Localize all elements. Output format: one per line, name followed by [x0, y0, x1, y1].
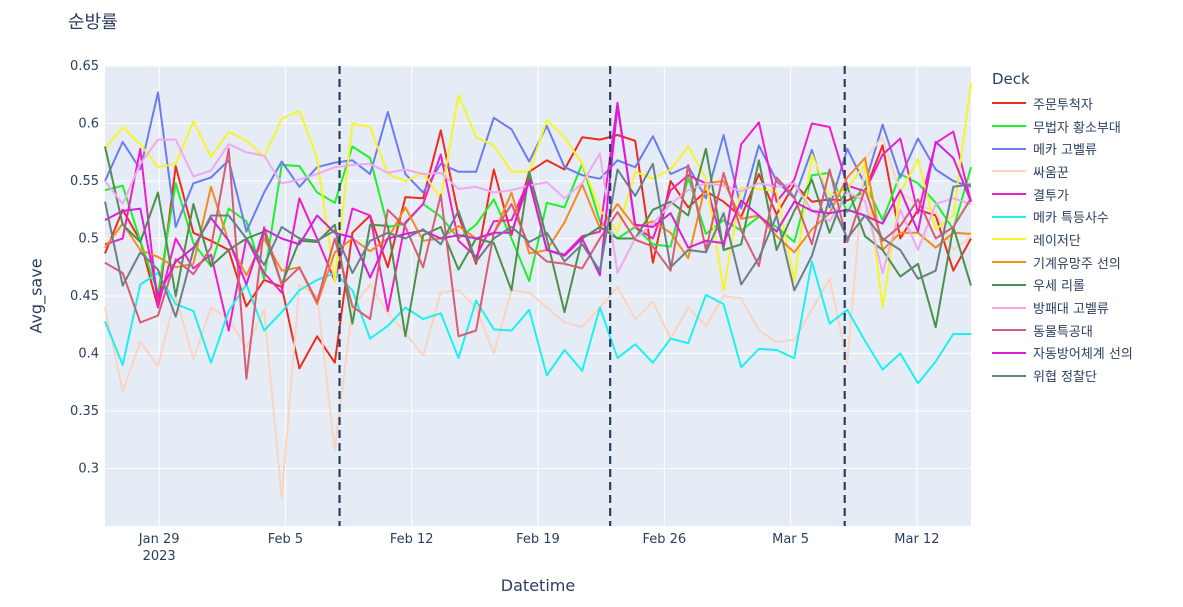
legend-swatch: [992, 170, 1026, 173]
legend-label: 레이저단: [1033, 233, 1081, 249]
y-tick-label: 0.3: [78, 462, 99, 477]
legend-label: 우세 리롤: [1033, 279, 1085, 295]
legend-item[interactable]: 메카 특등사수: [992, 205, 1133, 228]
legend-swatch: [992, 215, 1026, 218]
series-line: [104, 136, 972, 499]
y-tick-label: 0.4: [78, 347, 99, 362]
x-tick-label: Feb 26: [642, 532, 686, 547]
legend-swatch: [992, 102, 1026, 105]
grid-lines: [105, 65, 971, 526]
x-tick-label: Feb 12: [390, 532, 434, 547]
legend-swatch: [992, 238, 1026, 241]
series-line: [104, 146, 972, 338]
legend-swatch: [992, 125, 1026, 128]
legend-label: 자동방어체계 선의: [1033, 347, 1133, 363]
axis-ticks: 0.3 0.35 0.4 0.45 0.5 0.55 0.6 0.65 Jan 29 2023 Fe…: [70, 59, 939, 564]
y-tick-label: 0.45: [70, 289, 99, 304]
series-line: [104, 145, 972, 295]
legend-swatch: [992, 261, 1026, 264]
x-tick-label: Feb 19: [516, 532, 560, 547]
legend-title: Deck: [992, 70, 1030, 88]
chart-title: 순방률: [68, 12, 118, 33]
series-line: [104, 260, 971, 385]
legend-item[interactable]: 동물특공대: [992, 319, 1133, 342]
y-tick-label: 0.55: [70, 174, 99, 189]
legend-item[interactable]: 레이저단: [992, 228, 1133, 251]
x-tick-label: Jan 29: [138, 532, 180, 547]
legend-label: 메카 특등사수: [1033, 211, 1109, 227]
x-tick-label: Mar 12: [894, 532, 939, 547]
legend-label: 방패대 고벨류: [1033, 302, 1109, 318]
legend-item[interactable]: 주문투척자: [992, 92, 1133, 115]
x-axis-label: Datetime: [500, 576, 576, 595]
legend-item[interactable]: 기계유망주 선의: [992, 251, 1133, 274]
legend-swatch: [992, 147, 1026, 150]
series-lines: [104, 83, 972, 499]
legend-swatch: [992, 306, 1026, 309]
legend-label: 메카 고벨류: [1033, 143, 1097, 159]
legend-label: 동물특공대: [1033, 324, 1093, 340]
legend-item[interactable]: 자동방어체계 선의: [992, 342, 1133, 365]
legend-swatch: [992, 193, 1026, 196]
series-line: [104, 162, 972, 318]
legend-swatch: [992, 283, 1026, 286]
legend-label: 주문투척자: [1033, 97, 1093, 113]
legend-label: 무법자 황소부대: [1033, 120, 1121, 136]
legend-item[interactable]: 메카 고벨류: [992, 137, 1133, 160]
y-tick-label: 0.5: [78, 232, 99, 247]
legend-swatch: [992, 329, 1026, 332]
legend-swatch: [992, 351, 1026, 354]
legend-item[interactable]: 무법자 황소부대: [992, 115, 1133, 138]
y-tick-label: 0.6: [78, 117, 99, 132]
x-tick-label: Mar 5: [772, 532, 809, 547]
y-tick-label: 0.35: [70, 404, 99, 419]
series-line: [104, 105, 972, 297]
legend-item[interactable]: 싸움꾼: [992, 160, 1133, 183]
x-tick-label: Feb 5: [268, 532, 303, 547]
series-line: [104, 147, 972, 380]
legend-label: 위협 정찰단: [1033, 370, 1097, 386]
legend-item[interactable]: 위협 정찰단: [992, 364, 1133, 387]
series-line: [104, 83, 972, 309]
series-line: [104, 157, 972, 306]
legend-label: 결투가: [1033, 188, 1069, 204]
vertical-markers: [338, 66, 846, 526]
x-tick-year-label: 2023: [143, 549, 176, 564]
legend-item[interactable]: 방패대 고벨류: [992, 296, 1133, 319]
series-line: [104, 138, 972, 274]
legend-item[interactable]: 우세 리롤: [992, 274, 1133, 297]
legend-label: 싸움꾼: [1033, 165, 1069, 181]
y-axis-label: Avg_save: [26, 258, 46, 334]
y-tick-label: 0.65: [70, 59, 99, 74]
legend-swatch: [992, 374, 1026, 377]
legend-item[interactable]: 결투가: [992, 183, 1133, 206]
legend-label: 기계유망주 선의: [1033, 256, 1121, 272]
